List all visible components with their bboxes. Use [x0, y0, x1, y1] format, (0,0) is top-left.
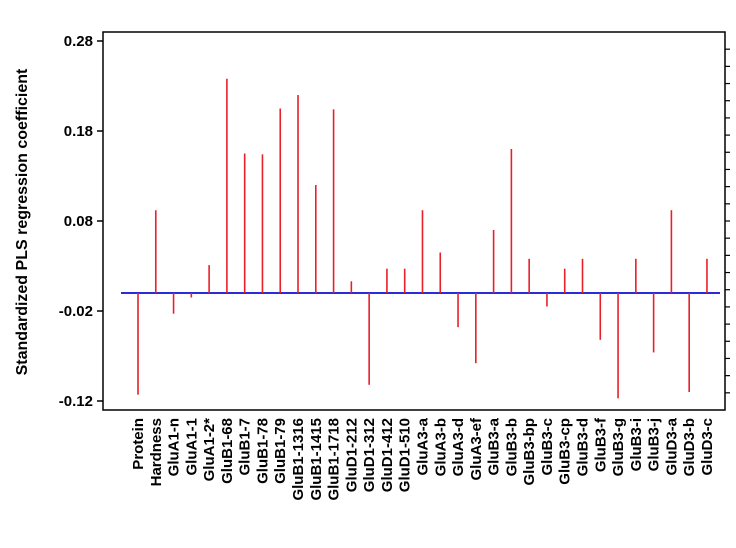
x-tick-label: GluD3-b — [681, 418, 698, 476]
y-tick-label: 0.28 — [64, 33, 93, 50]
x-tick-label: GluB3-b — [503, 418, 520, 476]
x-tick-label: GluB1-1415 — [308, 418, 325, 501]
y-tick-label: -0.12 — [59, 393, 93, 410]
x-tick-label: GluB1-79 — [272, 418, 289, 484]
y-tick-label: -0.02 — [59, 303, 93, 320]
x-tick-label: GluA1-1 — [183, 418, 200, 476]
x-tick-label: GluD1-212 — [343, 418, 360, 492]
y-tick-label: 0.18 — [64, 123, 93, 140]
x-tick-label: GluB3-j — [646, 418, 663, 471]
x-tick-label: Hardness — [148, 418, 165, 486]
x-tick-label: GluB3-a — [486, 417, 503, 475]
y-tick-label: 0.08 — [64, 213, 93, 230]
x-tick-label: GluA3-d — [450, 418, 467, 476]
x-tick-label: GluB3-cp — [557, 418, 574, 485]
x-tick-label: GluD1-510 — [397, 418, 414, 492]
x-tick-label: GluB3-f — [592, 417, 609, 472]
x-tick-label: GluB1-1316 — [290, 418, 307, 501]
x-tick-label: GluD1-312 — [361, 418, 378, 492]
x-tick-label: GluB1-7 — [237, 418, 254, 476]
y-axis-label: Standardized PLS regression coefficient — [14, 68, 31, 375]
x-tick-label: GluB3-i — [628, 418, 645, 471]
y-axis: -0.12 -0.02 0.08 0.18 0.28 — [59, 33, 103, 410]
x-tick-label: GluA3-ef — [468, 417, 485, 481]
x-tick-label: GluA1-2* — [201, 418, 218, 482]
x-tick-label: GluB1-1718 — [326, 418, 343, 501]
x-tick-label: GluD3-c — [699, 418, 716, 476]
x-tick-label: GluB3-bp — [521, 418, 538, 486]
x-tick-label: GluD3-a — [663, 417, 680, 475]
x-tick-label: Protein — [130, 418, 147, 470]
plot-frame — [102, 31, 726, 411]
right-axis-ticks — [725, 48, 730, 394]
x-tick-label: GluB3-d — [575, 418, 592, 476]
x-tick-label: GluB3-g — [610, 418, 627, 476]
x-tick-label: GluA3-a — [414, 417, 431, 475]
x-tick-label: GluA1-n — [166, 418, 183, 476]
x-tick-label: GluB1-68 — [219, 418, 236, 484]
x-tick-label: GluA3-b — [432, 418, 449, 476]
x-tick-label: GluB1-78 — [254, 418, 271, 484]
category-labels: Protein Hardness GluA1-n GluA1-1 GluA1-2* Glu… — [130, 417, 716, 501]
x-tick-label: GluB3-c — [539, 418, 556, 476]
x-tick-label: GluD1-412 — [379, 418, 396, 492]
bar-layer — [137, 78, 708, 399]
